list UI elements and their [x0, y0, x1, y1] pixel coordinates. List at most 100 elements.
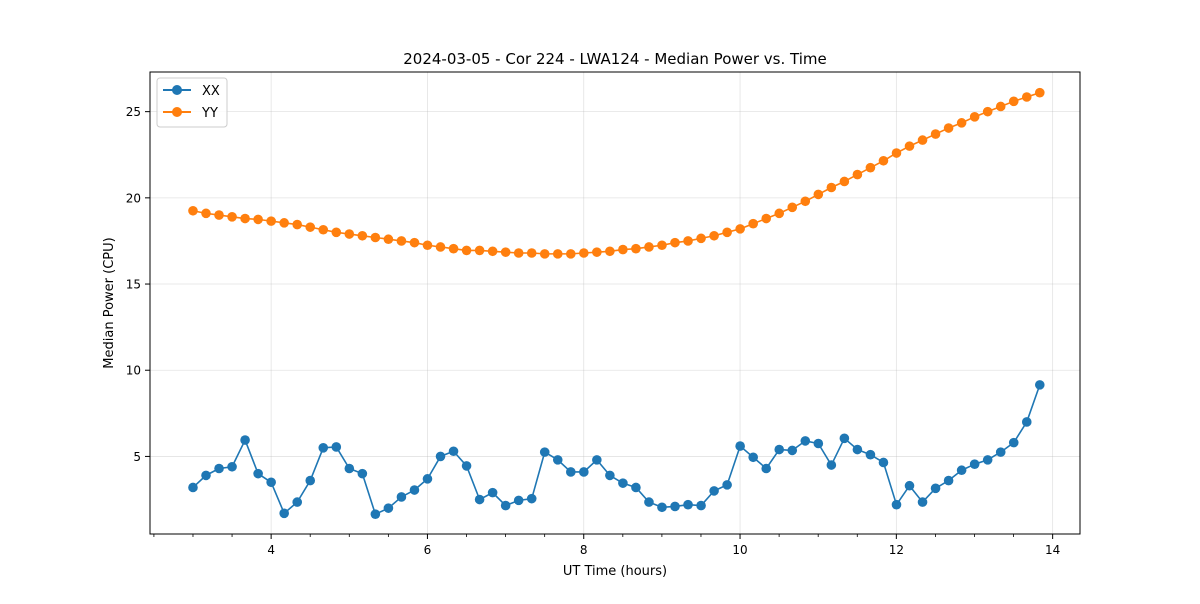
data-point-yy: [409, 237, 420, 248]
data-point-xx: [292, 497, 303, 507]
data-point-yy: [1021, 92, 1032, 102]
grid-layer: [150, 72, 1080, 534]
data-point-yy: [722, 227, 732, 238]
data-point-xx: [253, 468, 263, 479]
data-point-yy: [813, 189, 824, 200]
data-point-xx: [579, 467, 589, 477]
data-point-yy: [761, 213, 772, 224]
data-point-yy: [305, 222, 316, 232]
data-point-xx: [748, 452, 758, 463]
data-point-yy: [500, 247, 511, 257]
data-point-yy: [435, 242, 446, 252]
data-point-xx: [631, 482, 641, 493]
data-point-yy: [878, 155, 889, 166]
data-point-yy: [253, 214, 263, 225]
data-point-yy: [513, 248, 524, 258]
x-tick-label: 14: [1045, 543, 1060, 557]
data-point-xx: [969, 459, 980, 469]
data-point-xx: [956, 465, 967, 476]
data-point-yy: [357, 230, 368, 241]
data-point-xx: [865, 449, 876, 460]
data-point-yy: [201, 208, 211, 219]
data-point-yy: [1008, 96, 1019, 107]
data-point-xx: [357, 468, 368, 479]
data-point-xx: [1021, 417, 1032, 427]
legend-label-yy: YY: [201, 106, 218, 121]
data-point-yy: [891, 148, 902, 158]
data-point-xx: [839, 433, 850, 444]
data-point-yy: [487, 246, 498, 257]
legend-marker-xx: [172, 85, 182, 95]
data-point-xx: [318, 443, 329, 453]
data-point-xx: [474, 494, 485, 505]
data-point-xx: [240, 435, 250, 445]
x-tick-label: 6: [424, 543, 432, 557]
data-point-xx: [1034, 380, 1045, 390]
data-point-yy: [579, 248, 589, 258]
data-point-xx: [722, 480, 732, 490]
data-point-yy: [292, 219, 303, 230]
data-point-yy: [279, 218, 289, 228]
data-point-yy: [904, 141, 915, 151]
data-point-xx: [227, 461, 237, 472]
data-point-xx: [800, 436, 811, 446]
data-point-xx: [500, 500, 511, 511]
y-tick-label: 5: [133, 450, 141, 464]
data-point-yy: [539, 249, 550, 259]
data-point-yy: [422, 240, 433, 251]
data-point-yy: [331, 227, 342, 238]
data-point-xx: [787, 445, 798, 456]
data-point-yy: [396, 236, 407, 246]
data-point-xx: [448, 446, 459, 457]
data-point-xx: [904, 480, 915, 491]
data-point-xx: [435, 451, 446, 462]
data-point-xx: [917, 497, 928, 507]
data-point-yy: [839, 176, 850, 187]
data-point-xx: [461, 461, 472, 471]
data-point-yy: [318, 224, 329, 235]
data-point-xx: [513, 495, 524, 506]
data-point-xx: [552, 455, 563, 465]
data-point-yy: [266, 216, 276, 226]
data-point-xx: [188, 482, 198, 493]
data-point-xx: [761, 463, 772, 474]
data-point-yy: [683, 236, 693, 246]
data-point-yy: [214, 210, 224, 220]
data-point-xx: [709, 486, 719, 496]
data-point-yy: [644, 242, 654, 252]
data-point-yy: [631, 243, 641, 254]
data-point-xx: [383, 503, 394, 513]
data-point-yy: [657, 240, 667, 251]
data-point-yy: [370, 232, 381, 243]
data-point-xx: [605, 470, 615, 481]
data-point-xx: [396, 492, 407, 502]
data-point-yy: [930, 129, 941, 139]
data-point-yy: [956, 118, 967, 128]
data-point-xx: [683, 499, 693, 510]
data-point-xx: [657, 502, 667, 513]
x-axis-label: UT Time (hours): [563, 564, 667, 579]
y-axis-label: Median Power (CPU): [102, 237, 117, 368]
data-point-xx: [735, 441, 745, 451]
data-point-xx: [331, 442, 342, 452]
data-point-yy: [826, 182, 837, 193]
data-point-yy: [618, 244, 628, 255]
data-point-xx: [592, 455, 602, 465]
data-point-yy: [787, 202, 798, 213]
data-point-yy: [240, 213, 250, 224]
data-point-yy: [774, 208, 785, 219]
data-point-yy: [917, 135, 928, 145]
data-point-xx: [409, 485, 420, 495]
data-point-xx: [995, 447, 1006, 457]
y-tick-label: 15: [126, 278, 141, 292]
data-point-yy: [188, 205, 198, 216]
data-point-xx: [344, 463, 355, 474]
data-point-yy: [344, 229, 355, 239]
data-point-xx: [670, 501, 680, 512]
data-point-yy: [552, 249, 563, 259]
data-point-yy: [227, 212, 237, 222]
data-point-yy: [592, 247, 602, 257]
axis-layer: 4 6 8 10 12 14 5 10 15 20 25: [126, 105, 1061, 557]
